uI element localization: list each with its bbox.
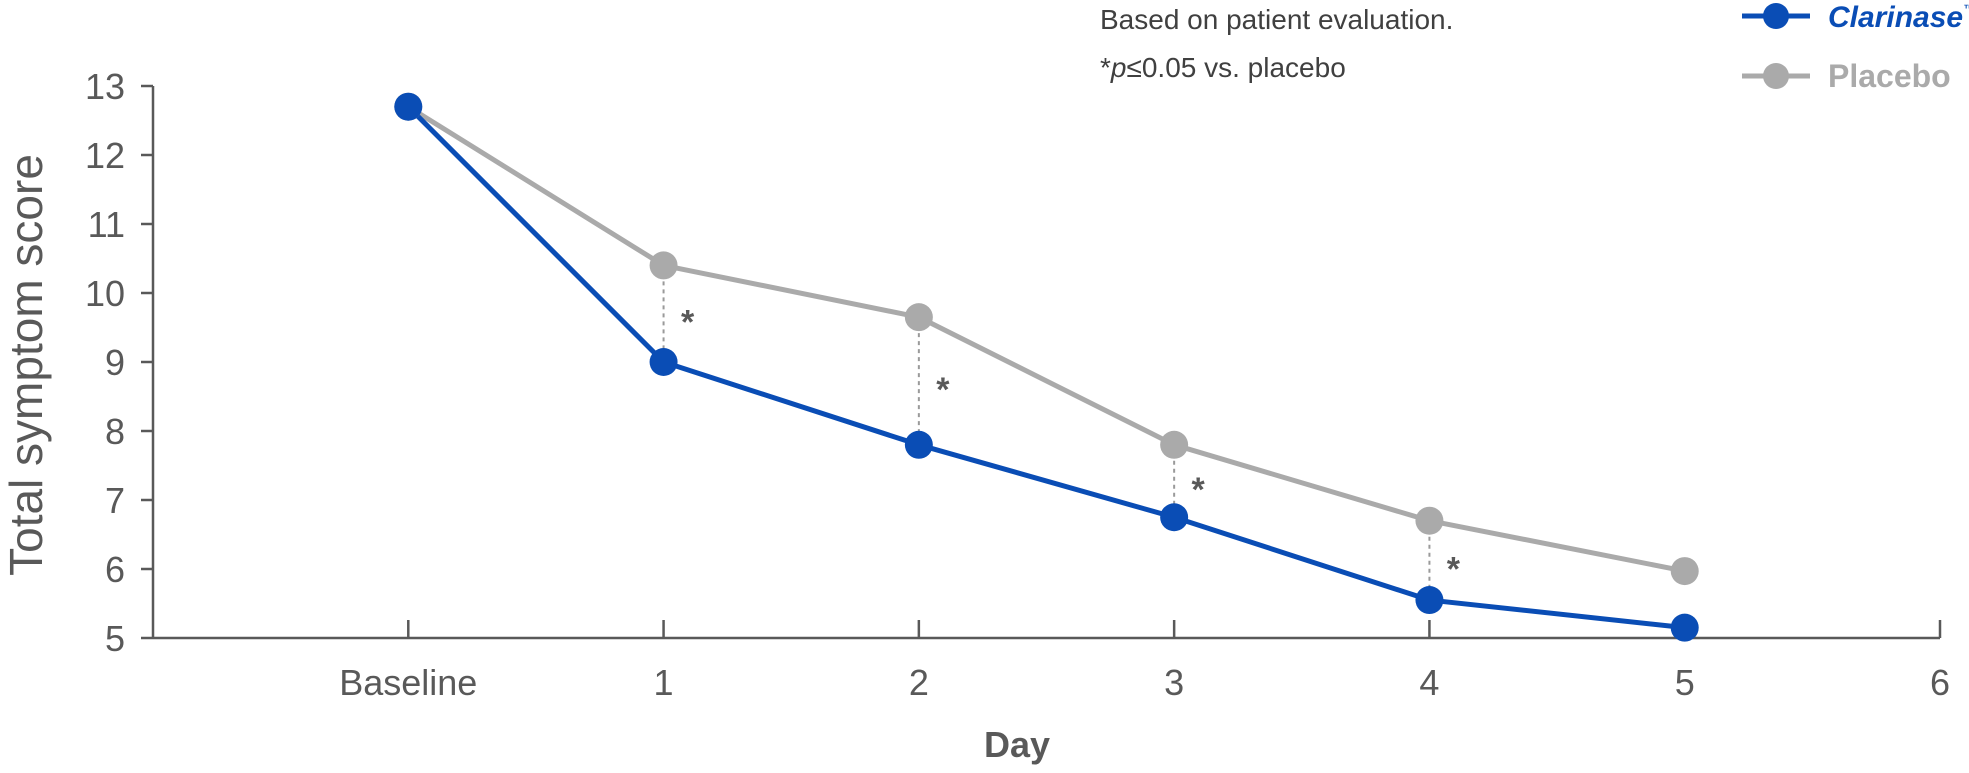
significance-asterisk: * bbox=[1192, 471, 1206, 509]
significance-asterisk: * bbox=[1100, 52, 1111, 83]
significance-asterisk: * bbox=[681, 304, 695, 342]
clarinase-point bbox=[394, 92, 423, 121]
significance-guides bbox=[662, 265, 1431, 601]
significance-markers: * * * * bbox=[681, 304, 1461, 589]
clarinase-point bbox=[904, 430, 933, 459]
clarinase-point bbox=[1415, 586, 1444, 615]
placebo-point bbox=[1415, 506, 1444, 535]
placebo-legend-label: Placebo bbox=[1828, 58, 1951, 94]
significance-threshold: ≤0.05 vs. placebo bbox=[1126, 52, 1346, 83]
placebo-line bbox=[406, 104, 1686, 574]
placebo-point bbox=[649, 251, 678, 280]
x-tick-label: 1 bbox=[654, 662, 674, 703]
significance-asterisk: * bbox=[936, 371, 950, 409]
clarinase-legend-marker bbox=[1763, 3, 1789, 29]
y-tick-label: 7 bbox=[105, 480, 125, 521]
x-tick-label: 6 bbox=[1930, 662, 1950, 703]
significance-asterisk: * bbox=[1447, 550, 1461, 588]
x-tick-label: 5 bbox=[1675, 662, 1695, 703]
placebo-point bbox=[904, 303, 933, 332]
clarinase-point bbox=[1670, 613, 1699, 642]
clarinase-line bbox=[406, 104, 1685, 631]
evaluation-note: Based on patient evaluation. bbox=[1100, 4, 1454, 35]
y-tick-label: 10 bbox=[85, 273, 125, 314]
y-tick-label: 13 bbox=[85, 66, 125, 107]
x-tick-label: 4 bbox=[1419, 662, 1439, 703]
placebo-legend-marker bbox=[1763, 63, 1789, 89]
clarinase-point bbox=[1160, 503, 1189, 532]
x-tick-label: 3 bbox=[1164, 662, 1184, 703]
x-axis-label: Day bbox=[984, 724, 1050, 765]
series-lines bbox=[406, 104, 1686, 631]
x-tick-label: 2 bbox=[909, 662, 929, 703]
significance-note: *p≤0.05 vs. placebo bbox=[1100, 52, 1346, 84]
y-tick-label: 8 bbox=[105, 411, 125, 452]
significance-p: p bbox=[1110, 52, 1127, 83]
clarinase-legend-trademark: ™ bbox=[1963, 2, 1969, 16]
y-tick-label: 11 bbox=[88, 204, 125, 245]
clarinase-legend-label: Clarinase™ bbox=[1828, 1, 1969, 34]
placebo-point bbox=[1160, 430, 1189, 459]
legend: Clarinase™ Placebo bbox=[1742, 1, 1969, 94]
y-tick-label: 5 bbox=[105, 618, 125, 659]
placebo-point bbox=[1670, 557, 1699, 586]
y-axis-label: Total symptom score bbox=[0, 154, 52, 576]
y-tick-label: 6 bbox=[105, 549, 125, 590]
series-points bbox=[394, 92, 1699, 642]
x-tick-label: Baseline bbox=[339, 662, 477, 703]
y-tick-label: 12 bbox=[85, 135, 125, 176]
clarinase-point bbox=[649, 348, 678, 376]
y-tick-label: 9 bbox=[105, 342, 125, 383]
